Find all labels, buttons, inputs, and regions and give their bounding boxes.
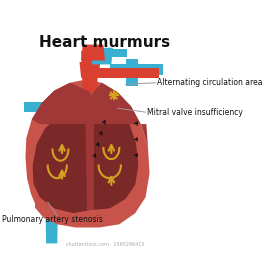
Polygon shape [45, 164, 59, 243]
Polygon shape [85, 95, 138, 210]
Polygon shape [89, 49, 127, 57]
Polygon shape [33, 113, 91, 213]
Polygon shape [126, 59, 138, 86]
Polygon shape [81, 45, 105, 60]
Text: Pulmonary artery stenosis: Pulmonary artery stenosis [2, 215, 102, 224]
Polygon shape [85, 95, 94, 210]
Polygon shape [24, 102, 49, 112]
Text: shutterstock.com · 2565296415: shutterstock.com · 2565296415 [66, 242, 144, 247]
Text: Mitral valve insufficiency: Mitral valve insufficiency [147, 108, 243, 117]
Polygon shape [91, 48, 113, 64]
Polygon shape [81, 51, 99, 92]
Polygon shape [94, 68, 159, 78]
Polygon shape [32, 83, 91, 124]
Polygon shape [110, 64, 163, 75]
Polygon shape [25, 80, 149, 227]
Polygon shape [91, 83, 148, 146]
Polygon shape [79, 62, 100, 78]
Text: Alternating circulation area: Alternating circulation area [158, 78, 263, 87]
Text: Heart murmurs: Heart murmurs [39, 35, 171, 50]
